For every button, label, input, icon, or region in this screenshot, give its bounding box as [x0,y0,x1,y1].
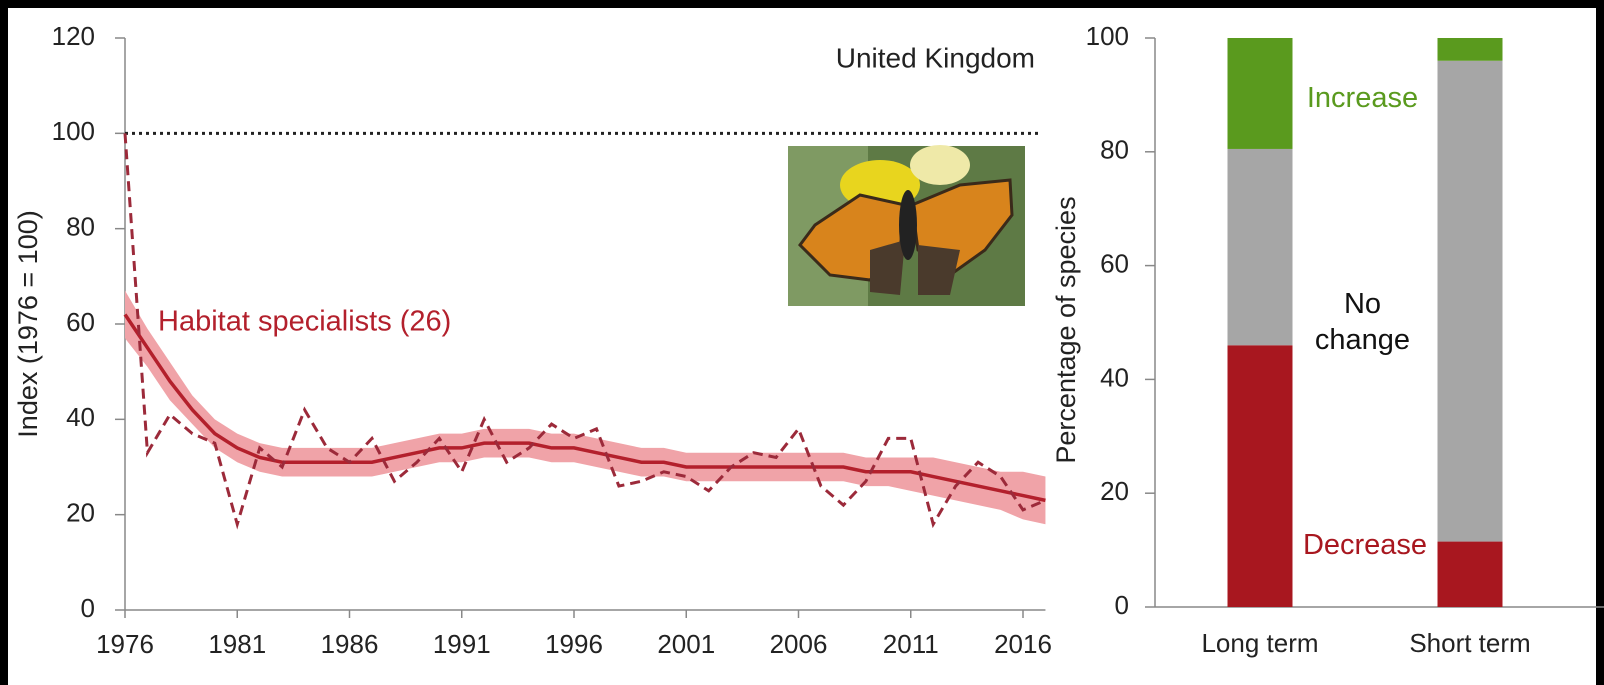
y-tick-label: 120 [52,21,95,51]
y-tick-label: 20 [66,498,95,528]
y-axis-label: Percentage of species [1051,196,1081,463]
x-tick-label: 2001 [657,629,715,659]
increase-label: Increase [1306,82,1419,114]
bar-segment [1437,541,1503,607]
x-tick-label: 2006 [770,629,828,659]
y-tick-label: 20 [1100,476,1129,506]
y-tick-label: 60 [1100,248,1129,278]
background [8,8,1596,685]
y-tick-label: 60 [66,307,95,337]
y-axis-label: Index (1976 = 100) [13,210,43,437]
x-tick-label: 1986 [321,629,379,659]
x-tick-label: 2011 [883,629,939,659]
trend-line [123,313,1046,503]
y-tick-label: 0 [81,593,95,623]
y-tick-label: 100 [1086,21,1129,51]
no-change-label: No change [1314,288,1411,356]
annotation: United Kingdom [836,42,1035,73]
bar-segment [1227,148,1293,346]
y-tick-label: 100 [52,116,95,146]
x-tick-label: 1996 [545,629,603,659]
x-tick-label: 2016 [994,629,1052,659]
decrease-label: Decrease [1302,529,1428,561]
butterfly-photo [788,145,1025,306]
y-tick-label: 0 [1115,590,1129,620]
x-tick-label: Long term [1201,628,1318,658]
bar-segment [1437,60,1503,542]
bar-segment [1437,38,1503,61]
y-tick-label: 80 [66,212,95,242]
x-tick-label: 1976 [96,629,154,659]
x-tick-label: 1991 [433,629,491,659]
series-label: Habitat specialists (26) [158,306,451,338]
bar-segment [1227,345,1293,607]
y-tick-label: 80 [1100,135,1129,165]
y-tick-label: 40 [66,402,95,432]
x-tick-label: 1981 [208,629,266,659]
bar-segment [1227,38,1293,149]
x-tick-label: Short term [1409,628,1530,658]
y-tick-label: 40 [1100,362,1129,392]
